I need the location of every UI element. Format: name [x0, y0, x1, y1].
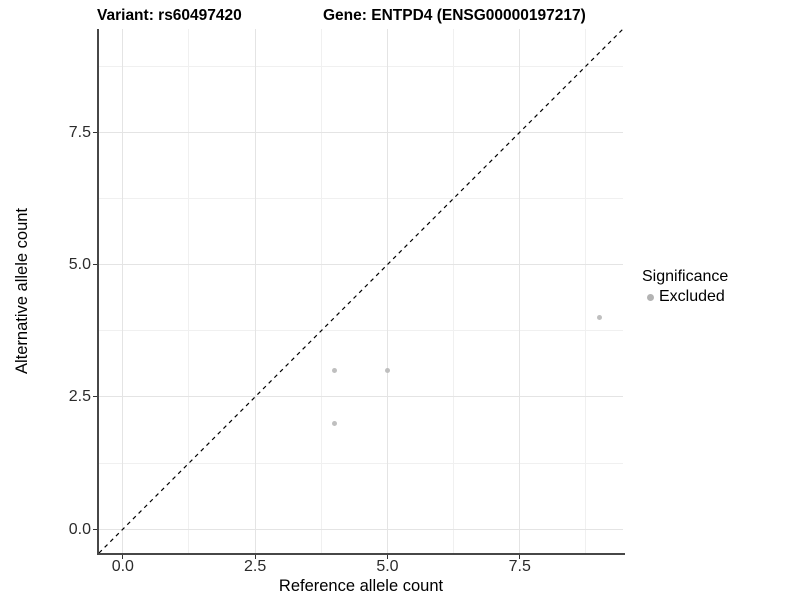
- plot-title-gene: Gene: ENTPD4 (ENSG00000197217): [323, 7, 586, 24]
- y-tick-mark: [93, 396, 97, 398]
- y-axis-title: Alternative allele count: [13, 208, 31, 375]
- x-tick-label: 5.0: [376, 558, 399, 575]
- data-point: [332, 420, 338, 426]
- gridline-major-x: [519, 29, 521, 553]
- legend-key-dot: [647, 293, 654, 301]
- data-point: [596, 314, 602, 320]
- y-tick-label: 7.5: [68, 123, 91, 141]
- x-tick-mark: [122, 555, 124, 559]
- plot-panel: [98, 28, 624, 554]
- x-tick-mark: [386, 555, 388, 559]
- gridline-minor-y: [99, 197, 623, 199]
- gridline-minor-x: [585, 29, 587, 553]
- legend-item-label: Excluded: [659, 288, 725, 305]
- data-point: [384, 367, 390, 373]
- y-tick-label: 2.5: [68, 388, 91, 406]
- gridline-major-y: [99, 131, 623, 133]
- data-point: [332, 367, 338, 373]
- x-axis-line: [97, 553, 625, 555]
- gridline-major-y: [99, 396, 623, 398]
- y-tick-mark: [93, 131, 97, 133]
- x-tick-label: 0.0: [111, 558, 134, 575]
- y-tick-label: 5.0: [68, 256, 91, 274]
- x-tick-mark: [519, 555, 521, 559]
- gridline-minor-y: [99, 330, 623, 332]
- legend-item-excluded: Excluded: [642, 288, 728, 306]
- gridline-minor-x: [320, 29, 322, 553]
- gridline-major-x: [254, 29, 256, 553]
- y-tick-label: 0.0: [68, 520, 91, 538]
- legend: Significance Excluded: [642, 268, 728, 306]
- x-tick-label: 2.5: [244, 558, 267, 575]
- gridline-minor-y: [99, 462, 623, 464]
- identity-line: [98, 28, 624, 554]
- gridline-major-y: [99, 528, 623, 530]
- gridline-minor-y: [99, 65, 623, 67]
- gridline-major-x: [122, 29, 124, 553]
- y-tick-mark: [93, 264, 97, 266]
- plot-title-variant: Variant: rs60497420: [97, 7, 242, 24]
- legend-title: Significance: [642, 268, 729, 285]
- gridline-minor-x: [453, 29, 455, 553]
- y-tick-mark: [93, 528, 97, 530]
- x-axis-title: Reference allele count: [278, 577, 444, 595]
- y-axis-line: [97, 29, 99, 555]
- gridline-minor-x: [188, 29, 190, 553]
- x-tick-label: 7.5: [508, 558, 531, 575]
- gridline-major-x: [386, 29, 388, 553]
- x-tick-mark: [254, 555, 256, 559]
- gridline-major-y: [99, 264, 623, 266]
